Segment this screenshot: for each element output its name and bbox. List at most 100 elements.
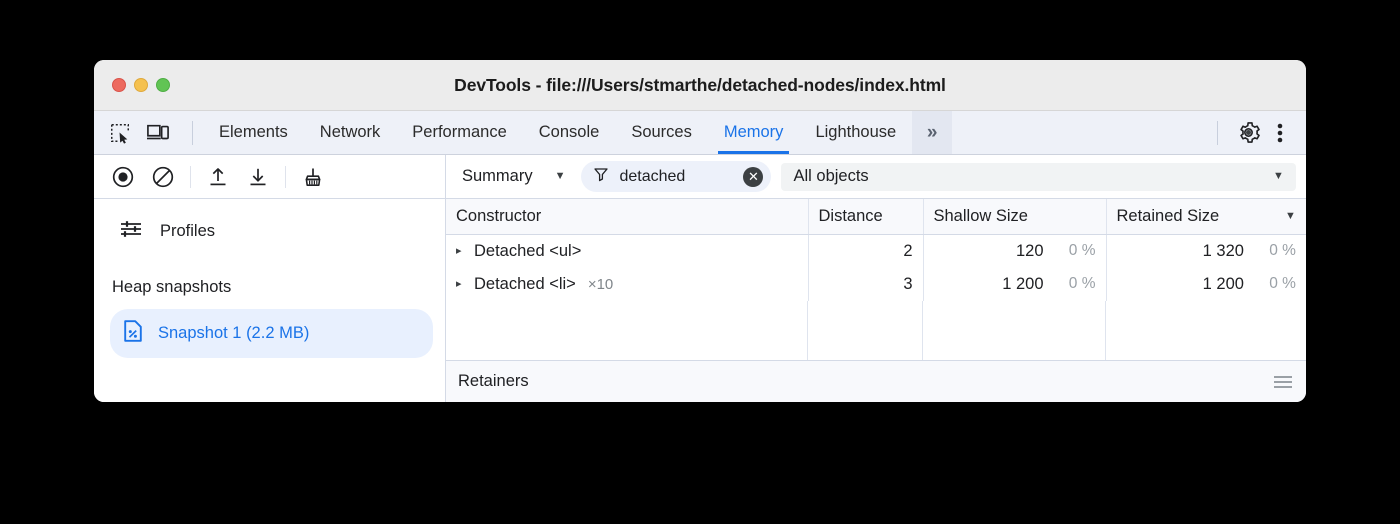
inspect-element-icon[interactable] xyxy=(106,119,134,147)
heap-snapshot-grid: Constructor Distance Shallow Size Retain… xyxy=(446,199,1306,360)
chevron-down-icon: ▼ xyxy=(554,170,566,182)
retained-size-value: 1 320 xyxy=(1202,241,1244,260)
column-label: Retained Size xyxy=(1116,207,1220,225)
sidebar-item-profiles[interactable]: Profiles xyxy=(94,207,445,256)
column-header-constructor[interactable]: Constructor xyxy=(446,199,809,235)
tab-label: Lighthouse xyxy=(815,123,897,141)
memory-toolbar xyxy=(94,155,445,199)
retained-size-value: 1 200 xyxy=(1202,274,1244,293)
cell-distance: 3 xyxy=(808,267,924,301)
toolbar-divider-2 xyxy=(285,165,286,188)
retained-size-percent: 0 % xyxy=(1269,275,1296,292)
tab-bar-left-icons xyxy=(94,111,203,154)
filter-value: detached xyxy=(619,167,686,185)
column-header-retained-size[interactable]: Retained Size ▼ xyxy=(1106,199,1306,235)
cell-retained-size: 1 320 0 % xyxy=(1106,235,1306,268)
panel-tabs: Elements Network Performance Console Sou… xyxy=(203,111,912,154)
filter-chip[interactable]: detached ✕ xyxy=(581,161,772,192)
maximize-button[interactable] xyxy=(156,78,170,92)
table-row[interactable]: ▸ Detached <li> ×10 3 1 200 0 % xyxy=(446,267,1306,301)
snapshot-label: Snapshot 1 (2.2 MB) xyxy=(158,324,310,342)
broom-icon[interactable] xyxy=(296,162,330,192)
sidebar-item-label: Profiles xyxy=(160,222,216,240)
tab-memory[interactable]: Memory xyxy=(708,111,800,154)
cell-constructor[interactable]: ▸ Detached <li> ×10 xyxy=(446,267,809,301)
tab-label: Elements xyxy=(219,123,288,141)
window-title: DevTools - file:///Users/stmarthe/detach… xyxy=(454,74,946,95)
sidebar-section-heap-snapshots: Heap snapshots xyxy=(112,278,232,296)
tab-network[interactable]: Network xyxy=(304,111,397,154)
table-empty-area xyxy=(446,300,1306,360)
download-icon[interactable] xyxy=(241,162,275,192)
column-header-distance[interactable]: Distance xyxy=(808,199,924,235)
tab-lighthouse[interactable]: Lighthouse xyxy=(799,111,912,154)
device-toolbar-icon[interactable] xyxy=(144,119,172,147)
window-controls xyxy=(94,78,170,92)
tab-bar-divider-right xyxy=(1217,120,1218,145)
clear-filter-icon[interactable]: ✕ xyxy=(743,166,764,187)
minimize-button[interactable] xyxy=(134,78,148,92)
sidebar-item-snapshot-1[interactable]: Snapshot 1 (2.2 MB) xyxy=(110,309,433,358)
retainers-section-header: Retainers xyxy=(446,360,1306,402)
tab-performance[interactable]: Performance xyxy=(396,111,522,154)
tab-elements[interactable]: Elements xyxy=(203,111,304,154)
tab-bar-right-icons xyxy=(1213,111,1306,154)
snapshot-file-icon xyxy=(122,319,144,348)
constructor-name: Detached <li> xyxy=(474,274,576,293)
menu-icon[interactable] xyxy=(1273,375,1292,388)
view-select-value: Summary xyxy=(462,167,533,185)
clear-icon[interactable] xyxy=(146,162,180,192)
table-row[interactable]: ▸ Detached <ul> 2 120 0 % xyxy=(446,234,1306,268)
tab-bar-divider xyxy=(192,120,193,145)
gear-icon[interactable] xyxy=(1234,119,1262,147)
cell-shallow-size: 1 200 0 % xyxy=(923,267,1107,301)
column-label: Shallow Size xyxy=(933,207,1028,225)
cell-retained-size: 1 200 0 % xyxy=(1106,268,1306,301)
tab-label: Memory xyxy=(723,123,784,141)
column-header-shallow-size[interactable]: Shallow Size xyxy=(923,199,1107,235)
expand-triangle-icon[interactable]: ▸ xyxy=(456,244,462,257)
tab-label: Sources xyxy=(631,123,692,141)
objects-select[interactable]: All objects ▼ xyxy=(781,162,1296,191)
record-icon[interactable] xyxy=(106,162,140,192)
constructor-name: Detached <ul> xyxy=(474,241,582,260)
sidebar-content: Profiles Heap snapshots Snapshot 1 (2.2 … xyxy=(94,199,445,358)
shallow-size-percent: 0 % xyxy=(1068,275,1096,292)
close-button[interactable] xyxy=(112,78,126,92)
memory-main-panel: Summary ▼ detached ✕ All objects ▼ xyxy=(446,155,1306,402)
shallow-size-percent: 0 % xyxy=(1068,242,1096,260)
sort-descending-icon: ▼ xyxy=(1285,210,1296,222)
cell-distance: 2 xyxy=(808,234,924,268)
funnel-icon xyxy=(593,166,609,187)
chevron-down-icon: ▼ xyxy=(1273,170,1284,182)
constructor-count: ×10 xyxy=(587,275,614,293)
tabs-overflow-icon[interactable]: » xyxy=(912,111,953,154)
column-label: Constructor xyxy=(456,207,542,225)
sliders-icon xyxy=(118,217,144,246)
cell-constructor[interactable]: ▸ Detached <ul> xyxy=(446,234,809,268)
expand-triangle-icon[interactable]: ▸ xyxy=(456,277,462,290)
tab-console[interactable]: Console xyxy=(523,111,616,154)
tab-label: Performance xyxy=(412,123,507,141)
tab-label: Console xyxy=(538,123,600,141)
memory-sidebar: Profiles Heap snapshots Snapshot 1 (2.2 … xyxy=(94,155,446,402)
devtools-window: DevTools - file:///Users/stmarthe/detach… xyxy=(94,60,1306,402)
title-bar: DevTools - file:///Users/stmarthe/detach… xyxy=(94,60,1306,111)
devtools-body: Profiles Heap snapshots Snapshot 1 (2.2 … xyxy=(94,155,1306,402)
tab-label: Network xyxy=(319,123,381,141)
shallow-size-value: 1 200 xyxy=(1002,274,1044,293)
view-select[interactable]: Summary ▼ xyxy=(458,164,571,189)
tab-sources[interactable]: Sources xyxy=(615,111,708,154)
column-label: Distance xyxy=(818,207,883,225)
constructors-table: Constructor Distance Shallow Size Retain… xyxy=(446,199,1306,301)
objects-select-value: All objects xyxy=(793,167,869,185)
upload-icon[interactable] xyxy=(201,162,235,192)
retainers-title: Retainers xyxy=(458,372,529,390)
more-options-icon[interactable] xyxy=(1266,119,1294,147)
memory-filter-bar: Summary ▼ detached ✕ All objects ▼ xyxy=(446,155,1306,199)
cell-shallow-size: 120 0 % xyxy=(923,234,1107,268)
devtools-tab-bar: Elements Network Performance Console Sou… xyxy=(94,111,1306,155)
toolbar-divider xyxy=(190,165,191,188)
table-header-row: Constructor Distance Shallow Size Retain… xyxy=(446,199,1306,235)
shallow-size-value: 120 xyxy=(1015,241,1044,260)
